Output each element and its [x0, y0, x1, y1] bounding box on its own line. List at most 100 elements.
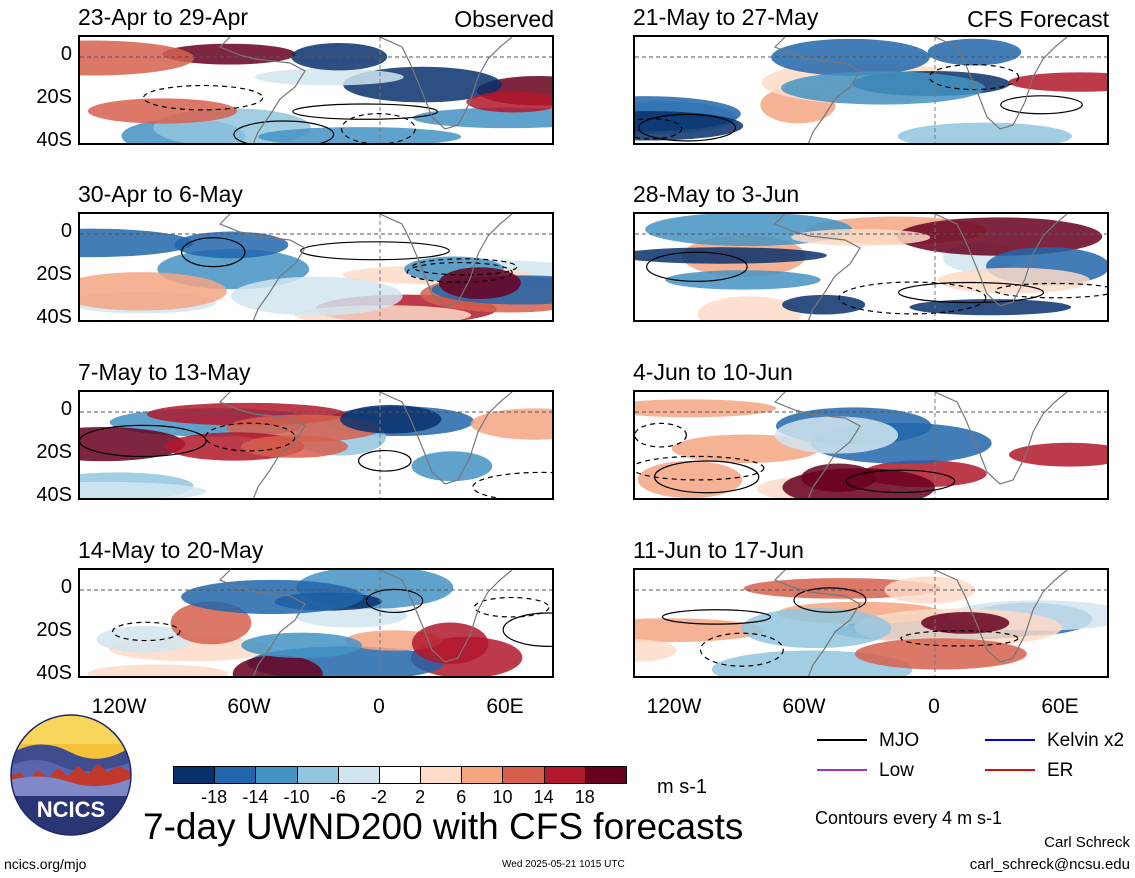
anomaly-blob — [258, 127, 462, 143]
anomaly-blob — [801, 463, 876, 492]
anomaly-blob — [697, 296, 802, 320]
contour-line — [838, 281, 987, 315]
panel-title: 7-May to 13-May — [78, 359, 251, 385]
anomaly-blob — [438, 267, 521, 300]
anomaly-blob — [937, 267, 1091, 294]
coastline-africa — [379, 214, 513, 307]
contour-line — [994, 282, 1107, 299]
contour-line — [793, 587, 867, 613]
y-tick-label: 40S — [36, 129, 72, 151]
legend-label: MJO — [879, 730, 920, 751]
map-panel — [78, 568, 554, 678]
map-panel — [78, 390, 554, 500]
x-tick-label: 120W — [646, 695, 702, 718]
legend-label: Low — [879, 760, 914, 781]
coastline-south-america — [218, 37, 306, 143]
coastline-south-america — [218, 214, 306, 320]
contour-line — [472, 471, 552, 498]
legend-label: ER — [1047, 760, 1074, 781]
contour-line — [142, 84, 264, 111]
contour-line — [357, 449, 412, 472]
colorbar-segment — [420, 766, 463, 784]
anomaly-blob — [254, 68, 404, 86]
website-link[interactable]: ncics.org/mjo — [4, 856, 87, 872]
anomaly-blob — [80, 481, 207, 498]
main-title: 7-day UWND200 with CFS forecasts — [143, 806, 744, 847]
anomaly-blob — [897, 122, 1072, 143]
x-tick-label: 120W — [91, 695, 147, 718]
colorbar-tick-label: 14 — [533, 787, 554, 807]
timestamp: Wed 2025-05-21 1015 UTC — [502, 859, 625, 870]
coastline-south-america — [773, 37, 861, 143]
contour-line — [635, 422, 687, 448]
panel-tag: CFS Forecast — [967, 6, 1109, 32]
contour-line — [365, 588, 424, 614]
y-tick-label: 20S — [36, 263, 72, 285]
coastline-africa — [934, 37, 1068, 130]
x-tick-label: 60W — [227, 695, 271, 718]
anomaly-blob — [466, 91, 552, 113]
contour-line — [340, 113, 416, 143]
legend-line-low — [817, 769, 867, 771]
colorbar-segment — [378, 766, 422, 784]
contour-note: Contours every 4 m s-1 — [815, 808, 1003, 828]
anomaly-blob — [782, 294, 866, 315]
colorbar-segment — [584, 766, 627, 784]
anomaly-blob — [635, 399, 777, 418]
panel-title: 14-May to 20-May — [78, 537, 264, 563]
y-tick-label: 40S — [36, 662, 72, 684]
coastline-africa — [934, 570, 1068, 663]
x-tick-label: 0 — [928, 695, 940, 718]
legend-line-er — [985, 769, 1035, 771]
contour-line — [292, 103, 439, 120]
colorbar-segment — [173, 766, 216, 784]
anomaly-blob — [665, 270, 821, 290]
email: carl_schreck@ncsu.edu — [969, 856, 1130, 873]
coastline-africa — [379, 570, 513, 663]
contour-line — [473, 596, 550, 618]
contour-line — [900, 630, 1019, 647]
anomaly-blob — [80, 40, 195, 76]
anomaly-blob — [87, 98, 238, 124]
contour-line — [1000, 95, 1083, 115]
anomaly-blob — [791, 228, 931, 246]
y-tick-label: 40S — [36, 484, 72, 506]
contour-line — [80, 424, 207, 458]
anomaly-blob — [781, 71, 985, 105]
anomaly-blob — [741, 608, 892, 649]
panel-title: 30-Apr to 6-May — [78, 181, 243, 207]
anomaly-blob — [927, 38, 1022, 66]
colorbar-tick-label: -10 — [283, 787, 310, 807]
anomaly-blob — [470, 408, 552, 440]
coastline-south-america — [773, 214, 861, 320]
coastline-south-america — [218, 570, 306, 676]
contour-line — [646, 251, 748, 282]
colorbar-tick-label: 2 — [415, 787, 426, 807]
contour-line — [897, 281, 1045, 304]
map-panel — [78, 35, 554, 145]
colorbar-tick-label: 10 — [492, 787, 513, 807]
coastline-south-america — [773, 570, 861, 676]
contour-line — [845, 469, 956, 494]
anomaly-blob — [411, 622, 489, 665]
contour-line — [638, 113, 737, 142]
coastline-south-america — [218, 392, 306, 498]
anomaly-blob — [771, 38, 930, 76]
anomaly-blob — [181, 579, 364, 615]
anomaly-blob — [635, 111, 744, 141]
contour-line — [699, 632, 784, 667]
x-tick-label: 60E — [486, 695, 524, 718]
colorbar-tick-label: 18 — [574, 787, 595, 807]
colorbar-segment — [461, 766, 504, 784]
anomaly-blob — [1008, 72, 1107, 92]
panel-title: 28-May to 3-Jun — [633, 181, 800, 207]
coastline-africa — [934, 214, 1068, 307]
map-panel — [633, 35, 1109, 145]
map-panel — [78, 212, 554, 322]
anomaly-blob — [241, 435, 349, 458]
colorbar — [173, 766, 627, 784]
contour-line — [502, 612, 552, 647]
anomaly-blob — [87, 664, 229, 676]
y-tick-label: 0 — [60, 576, 72, 598]
contour-line — [300, 241, 450, 261]
